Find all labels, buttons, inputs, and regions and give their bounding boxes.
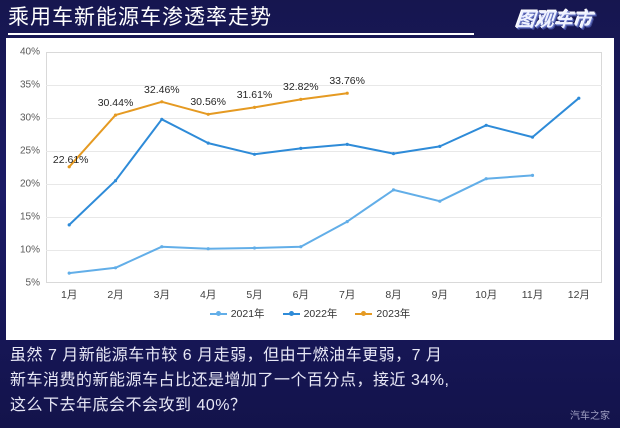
series-point <box>391 188 396 192</box>
x-axis-tick-label: 8月 <box>385 289 402 301</box>
data-point-label: 32.46% <box>144 83 180 96</box>
series-point <box>160 245 164 249</box>
series-point <box>113 266 118 270</box>
data-point-label: 33.76% <box>329 75 365 88</box>
gridline <box>46 151 602 152</box>
caption-block: 虽然 7 月新能源车市较 6 月走弱，但由于燃油车更弱，7 月 新车消费的新能源… <box>10 343 610 418</box>
x-axis-tick-label: 5月 <box>246 289 263 301</box>
y-axis-tick-label: 25% <box>19 145 40 157</box>
chart-legend: 2021年 2022年 2023年 <box>6 306 614 321</box>
series-point <box>299 146 303 150</box>
x-axis-tick-label: 11月 <box>521 289 544 301</box>
watermark: 汽车之家 <box>570 411 610 422</box>
series-point <box>391 152 396 156</box>
legend-item-2022年[interactable]: 2022年 <box>282 306 338 321</box>
x-axis-labels: 1月 2月 3月 4月 5月 6月 7月 8月 9月 10月 11月 12月 <box>46 287 602 305</box>
caption-line-3: 这么下去年底会不会攻到 40%？ <box>10 397 247 414</box>
x-axis-tick-label: 6月 <box>292 289 309 301</box>
legend-item-2023年[interactable]: 2023年 <box>355 306 410 321</box>
x-axis-tick-label: 4月 <box>199 289 217 301</box>
series-point <box>252 246 257 250</box>
series-point <box>206 247 210 251</box>
gridline <box>46 118 602 119</box>
x-axis-tick-label: 3月 <box>153 289 170 301</box>
caption-line-2: 新车消费的新能源车占比还是增加了一个百分点，接近 34%, <box>10 372 450 389</box>
x-axis-tick-label: 10月 <box>475 289 498 301</box>
series-point <box>67 271 71 275</box>
series-point <box>206 141 210 145</box>
brand-logo: 图观车市 <box>496 3 612 33</box>
y-axis-tick-label: 15% <box>19 211 40 223</box>
legend-swatch-icon <box>355 311 373 316</box>
header-divider <box>8 33 474 35</box>
legend-label: 2023年 <box>376 308 411 320</box>
y-axis-tick-label: 35% <box>19 79 40 91</box>
x-axis-tick-label: 1月 <box>60 289 78 301</box>
page-title: 乘用车新能源车渗透率走势 <box>8 6 272 29</box>
series-line-2021年 <box>68 174 534 275</box>
data-point-label: 32.82% <box>283 81 319 94</box>
data-point-label: 31.61% <box>236 89 273 102</box>
series-point <box>252 152 257 156</box>
gridline <box>46 217 602 218</box>
x-axis-tick-label: 9月 <box>431 289 448 301</box>
series-point <box>160 117 164 121</box>
series-point <box>113 113 118 117</box>
plot-frame <box>46 52 602 283</box>
data-point-label: 22.61% <box>52 153 89 166</box>
legend-label: 2021年 <box>230 308 265 320</box>
series-point <box>530 173 535 177</box>
gridline <box>46 85 602 86</box>
plot-area: 22.61% 30.44% 32.46% 30.56% 31.61% 32.82% 33.7… <box>46 52 602 283</box>
gridline <box>46 250 602 251</box>
y-axis-tick-label: 10% <box>19 244 40 256</box>
caption-line-1: 虽然 7 月新能源车市较 6 月走弱，但由于燃油车更弱，7 月 <box>10 347 443 364</box>
series-lines <box>67 91 581 275</box>
y-axis-tick-label: 20% <box>19 178 40 190</box>
y-axis-tick-label: 30% <box>19 112 40 124</box>
series-point <box>67 165 71 169</box>
brand-logo-text: 图观车市 <box>514 9 593 31</box>
y-axis-tick-label: 5% <box>25 277 40 289</box>
x-axis-tick-label: 12月 <box>567 289 590 301</box>
series-point <box>206 112 210 116</box>
source-note: 数据来源：乘用车新车终端销量 <box>478 321 612 332</box>
x-axis-tick-label: 7月 <box>338 289 356 301</box>
series-point <box>484 177 488 181</box>
series-point <box>530 135 535 139</box>
series-point <box>67 223 71 227</box>
series-point <box>299 245 303 249</box>
series-line-2022年 <box>68 97 580 226</box>
series-point <box>345 220 349 224</box>
series-point <box>299 97 303 101</box>
legend-item-2021年[interactable]: 2021年 <box>209 306 265 321</box>
y-axis-labels: 40% 35% 30% 25% 20% 15% 10% 5% <box>6 47 42 289</box>
series-point <box>438 199 442 203</box>
header: 乘用车新能源车渗透率走势 图观车市 <box>0 0 620 38</box>
series-point <box>160 100 164 104</box>
series-point <box>484 123 488 127</box>
series-point <box>345 142 349 146</box>
legend-label: 2022年 <box>303 308 338 320</box>
y-axis-tick-label: 40% <box>19 46 40 58</box>
data-point-label: 30.44% <box>97 97 134 110</box>
series-point <box>113 179 118 183</box>
legend-swatch-icon <box>282 311 300 316</box>
legend-swatch-icon <box>209 311 227 316</box>
gridline <box>46 184 602 185</box>
series-point <box>438 144 442 148</box>
series-point <box>252 105 257 109</box>
chart-panel: 40% 35% 30% 25% 20% 15% 10% 5% 22.61% 30.44% 32.4… <box>6 38 614 340</box>
x-axis-tick-label: 2月 <box>107 289 124 301</box>
series-point <box>345 91 349 95</box>
series-point <box>577 96 581 100</box>
data-point-label: 30.56% <box>190 96 226 109</box>
